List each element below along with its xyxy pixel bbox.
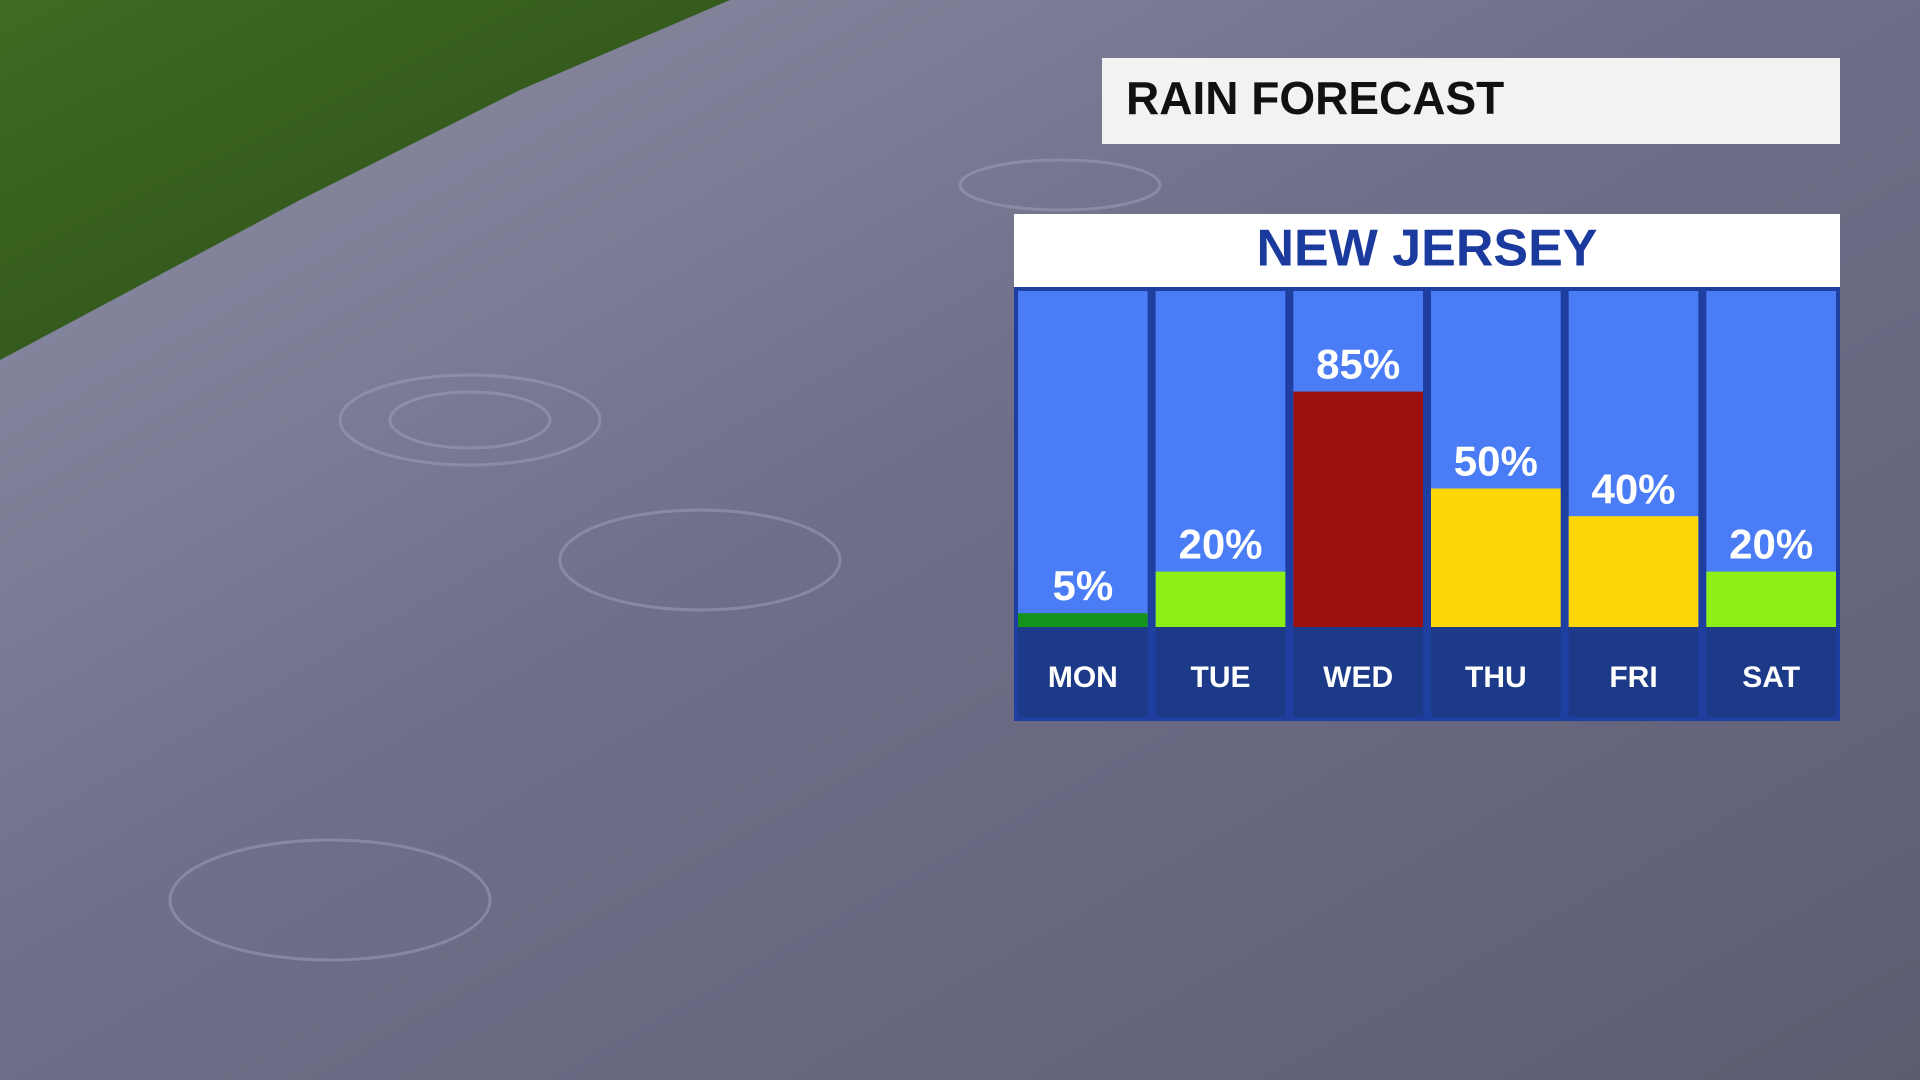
grass [0, 0, 730, 360]
ripples [168, 158, 1162, 962]
x-tick-label: WED [1323, 661, 1393, 694]
chart-title: RAIN FORECAST [1126, 72, 1504, 124]
x-tick-label: THU [1465, 661, 1527, 694]
bar [1018, 613, 1148, 627]
bar [1431, 488, 1561, 627]
day-cell [1155, 627, 1286, 717]
x-tick-label: MON [1048, 661, 1118, 694]
day-cell [1706, 627, 1836, 717]
column [1018, 291, 1148, 627]
value-label: 20% [1178, 521, 1262, 568]
value-label: 20% [1729, 521, 1813, 568]
day-cell [1018, 627, 1148, 717]
panel [1014, 287, 1840, 721]
bar [1155, 571, 1286, 627]
x-tick-label: FRI [1609, 661, 1657, 694]
bar [1568, 516, 1699, 627]
chart-subtitle: NEW JERSEY [1257, 220, 1598, 278]
day-cell [1293, 627, 1423, 717]
value-label: 40% [1591, 465, 1675, 512]
subtitle-box [1014, 214, 1840, 287]
x-tick-label: SAT [1742, 661, 1800, 694]
column [1706, 291, 1836, 627]
column [1155, 291, 1286, 627]
day-cell [1431, 627, 1561, 717]
title-box [1102, 58, 1840, 144]
value-label: 5% [1052, 562, 1113, 609]
bar [1706, 571, 1836, 627]
x-tick-label: TUE [1191, 661, 1251, 694]
value-label: 50% [1454, 438, 1538, 485]
value-label: 85% [1316, 341, 1400, 388]
day-cell [1568, 627, 1699, 717]
bar [1293, 391, 1423, 627]
